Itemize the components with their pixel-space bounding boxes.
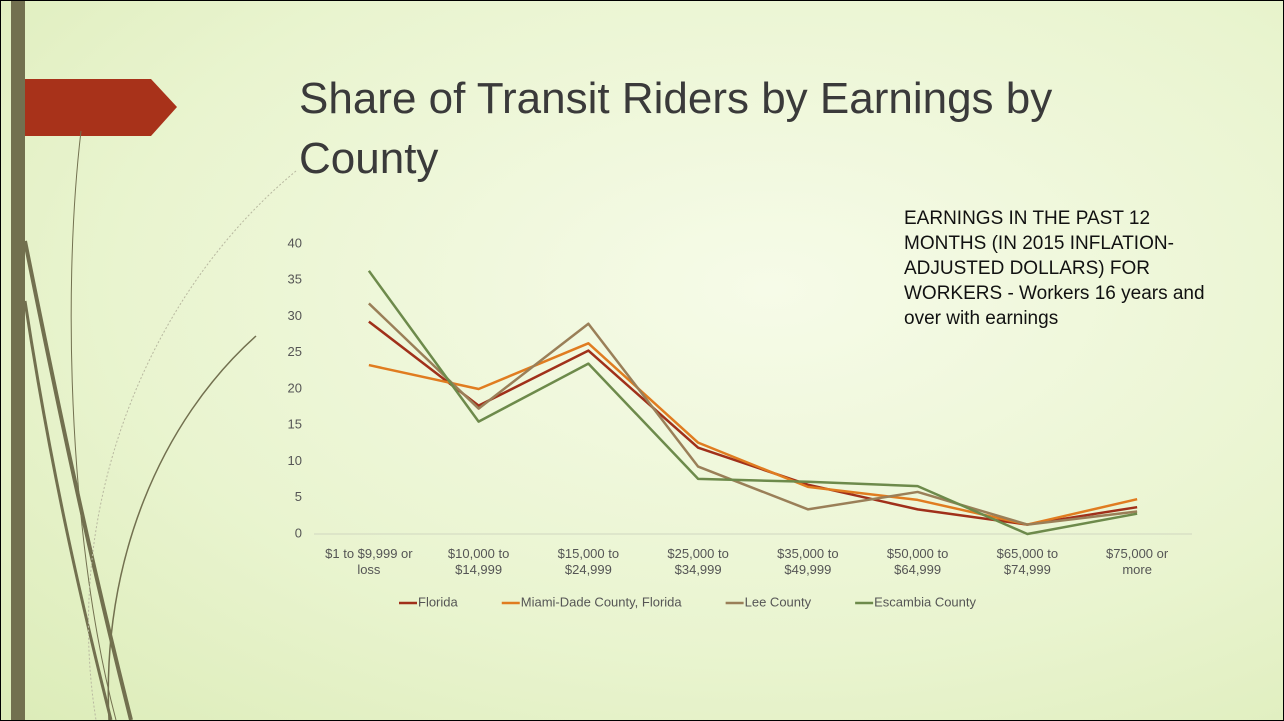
legend-label: Escambia County <box>874 594 976 609</box>
legend-label: Miami-Dade County, Florida <box>521 594 683 609</box>
series-line <box>369 322 1137 525</box>
slide: 0 5 10 15 20 25 30 35 40 Florida Miami-Dade County… <box>0 0 1284 721</box>
x-tick-label: $15,000 to $24,999 <box>542 546 634 578</box>
x-tick-label: $35,000 to $49,999 <box>762 546 854 578</box>
legend-label: Florida <box>418 594 459 609</box>
chart-title: Share of Transit Riders by Earnings by C… <box>299 69 1119 189</box>
y-tick-label: 20 <box>288 380 302 395</box>
x-tick-label: $65,000 to $74,999 <box>981 546 1073 578</box>
y-tick-label: 30 <box>288 308 302 323</box>
y-tick-label: 35 <box>288 272 302 287</box>
x-tick-label: $75,000 or more <box>1091 546 1183 578</box>
x-tick-label: $50,000 to $64,999 <box>872 546 964 578</box>
x-tick-label: $10,000 to $14,999 <box>433 546 525 578</box>
y-tick-label: 0 <box>295 525 302 540</box>
y-tick-label: 25 <box>288 344 302 359</box>
y-tick-label: 15 <box>288 417 302 432</box>
y-tick-label: 10 <box>288 453 302 468</box>
x-tick-label: $1 to $9,999 or loss <box>323 546 415 578</box>
legend-label: Lee County <box>745 594 812 609</box>
y-tick-label: 5 <box>295 489 302 504</box>
x-tick-label: $25,000 to $34,999 <box>652 546 744 578</box>
annotation: EARNINGS IN THE PAST 12 MONTHS (IN 2015 … <box>904 206 1224 331</box>
series-line <box>369 303 1137 524</box>
series-line <box>369 343 1137 524</box>
y-tick-label: 40 <box>288 235 302 250</box>
